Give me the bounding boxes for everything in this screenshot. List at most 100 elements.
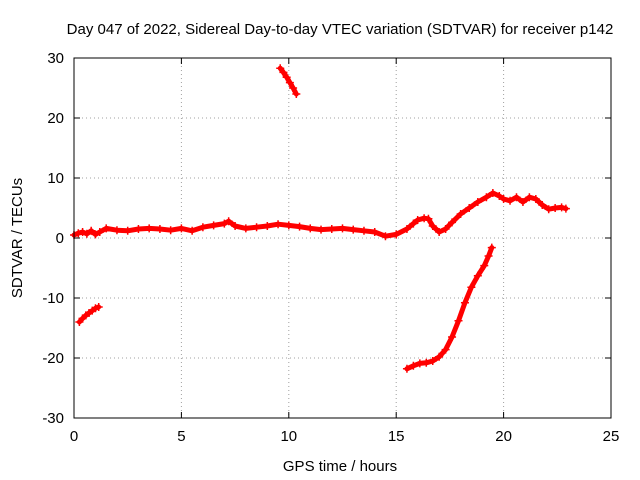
grid-lines (74, 58, 611, 418)
y-tick-label: -10 (42, 290, 64, 307)
x-tick-label: 0 (70, 428, 78, 445)
data-point (561, 204, 570, 213)
x-tick-label: 5 (177, 428, 185, 445)
data-point (441, 225, 450, 233)
data-point (460, 298, 469, 307)
data-point (392, 230, 401, 239)
data-point (381, 232, 390, 241)
data-point (473, 271, 482, 280)
data-point (102, 224, 111, 233)
data-point (78, 228, 87, 236)
data-point (370, 228, 379, 236)
data-point (480, 261, 489, 270)
axis-ticks: 0 5 10 15 20 25 -30 -20 -10 0 10 20 30 (42, 50, 619, 445)
data-point (289, 84, 298, 92)
series-trace-rising-arc (404, 245, 495, 372)
data-point (155, 225, 164, 233)
data-point (465, 204, 474, 212)
data-point (188, 226, 197, 235)
data-point (448, 333, 457, 341)
data-point (284, 221, 293, 230)
data-point (448, 218, 457, 227)
data-point (82, 229, 91, 238)
data-point (285, 78, 294, 87)
y-tick-label: 30 (47, 50, 64, 67)
data-point (413, 216, 422, 224)
data-point (428, 357, 437, 365)
data-point (292, 90, 301, 98)
y-tick-label: 20 (47, 110, 64, 127)
data-point (484, 252, 493, 260)
y-axis-label: SDTVAR / TECUs (9, 178, 26, 298)
x-tick-label: 20 (495, 428, 512, 445)
data-point (506, 196, 515, 205)
data-point (359, 226, 368, 235)
data-point (454, 316, 463, 325)
data-point (91, 230, 100, 239)
series-main-trace (70, 189, 570, 241)
data-point (544, 205, 553, 214)
data-point (282, 73, 291, 82)
data-point (123, 226, 132, 235)
data-point (95, 228, 104, 236)
x-tick-label: 10 (280, 428, 297, 445)
series-early-negative-arc (75, 303, 103, 326)
y-tick-label: -20 (42, 350, 64, 367)
data-point (241, 224, 250, 233)
data-point (94, 303, 103, 311)
data-point (274, 220, 283, 229)
data-point (231, 222, 240, 230)
data-point (276, 64, 285, 73)
data-point (177, 224, 186, 233)
data-point (435, 228, 444, 236)
data-point (402, 225, 411, 233)
data-point (428, 222, 437, 230)
data-point (74, 229, 83, 238)
y-tick-label: 10 (47, 170, 64, 187)
data-point (409, 361, 418, 370)
data-point (512, 193, 521, 202)
data-point (424, 214, 433, 223)
data-point (349, 225, 358, 234)
data-point (224, 217, 233, 226)
data-point (473, 198, 482, 206)
data-point (422, 358, 431, 367)
series-high-arc (276, 64, 301, 98)
x-tick-label: 25 (603, 428, 620, 445)
data-point (306, 224, 315, 233)
x-tick-label: 15 (388, 428, 405, 445)
data-point (531, 195, 540, 203)
data-point (220, 219, 229, 228)
data-point (495, 192, 504, 200)
data-point (487, 243, 496, 252)
data-point (166, 226, 175, 235)
series-rising-arc (402, 243, 496, 373)
data-point (338, 224, 347, 233)
data-point (145, 224, 154, 233)
data-point (295, 222, 304, 231)
x-axis-label: GPS time / hours (283, 458, 397, 475)
data-point (488, 189, 497, 197)
data-point (327, 225, 336, 233)
data-point (409, 219, 418, 228)
data-series-layer (70, 64, 570, 373)
data-point (279, 68, 288, 77)
data-point (252, 223, 261, 232)
data-point (209, 221, 218, 230)
data-point (134, 225, 143, 233)
data-point (87, 226, 96, 235)
data-point (538, 201, 547, 209)
data-point (402, 364, 411, 373)
data-point (112, 226, 121, 235)
data-point (482, 193, 491, 202)
data-point (441, 345, 450, 354)
data-point (435, 352, 444, 361)
data-point (499, 195, 508, 203)
data-point (317, 225, 326, 234)
y-tick-label: 0 (56, 230, 64, 247)
data-point (456, 210, 465, 218)
data-point (198, 223, 207, 232)
y-tick-label: -30 (42, 410, 64, 427)
data-point (518, 198, 527, 206)
